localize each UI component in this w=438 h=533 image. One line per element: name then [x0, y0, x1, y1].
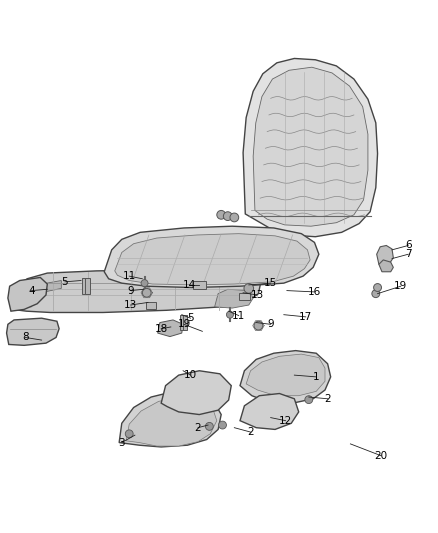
Polygon shape: [24, 280, 61, 307]
Bar: [146, 302, 156, 310]
Circle shape: [125, 430, 133, 438]
Circle shape: [305, 395, 313, 403]
Polygon shape: [253, 67, 368, 226]
Circle shape: [141, 280, 148, 287]
Circle shape: [205, 423, 213, 430]
Circle shape: [254, 321, 263, 330]
Text: 19: 19: [177, 319, 191, 329]
Text: 4: 4: [28, 286, 35, 296]
Text: 18: 18: [155, 324, 168, 334]
Text: 20: 20: [374, 451, 388, 461]
Polygon shape: [243, 59, 378, 237]
Text: 11: 11: [123, 271, 136, 281]
Polygon shape: [119, 391, 221, 447]
Circle shape: [219, 421, 226, 429]
Text: 2: 2: [324, 394, 331, 404]
Text: 19: 19: [394, 281, 407, 291]
Polygon shape: [13, 270, 261, 312]
Text: 3: 3: [118, 438, 125, 448]
Bar: [193, 281, 206, 289]
Circle shape: [226, 311, 233, 318]
Bar: [82, 278, 86, 294]
Text: 9: 9: [267, 319, 274, 329]
Text: 2: 2: [247, 427, 254, 437]
Text: 5: 5: [61, 277, 68, 287]
Polygon shape: [240, 393, 299, 430]
Circle shape: [217, 211, 226, 219]
Bar: [85, 278, 90, 294]
Circle shape: [142, 288, 151, 297]
Polygon shape: [158, 320, 183, 336]
Text: 13: 13: [124, 300, 137, 310]
Circle shape: [230, 213, 239, 222]
Polygon shape: [115, 233, 310, 285]
Circle shape: [374, 284, 381, 292]
Bar: [183, 314, 187, 330]
Polygon shape: [215, 289, 253, 308]
Text: 6: 6: [405, 240, 412, 251]
Polygon shape: [377, 246, 393, 264]
Text: 11: 11: [232, 311, 245, 320]
Text: 5: 5: [187, 313, 194, 323]
Text: 10: 10: [184, 370, 197, 380]
Bar: [180, 314, 184, 330]
Polygon shape: [126, 397, 217, 446]
Text: 7: 7: [405, 249, 412, 259]
Polygon shape: [246, 354, 325, 395]
Text: 8: 8: [22, 333, 29, 343]
Circle shape: [223, 212, 232, 221]
Text: 15: 15: [264, 278, 277, 288]
Text: 16: 16: [308, 287, 321, 297]
Circle shape: [244, 284, 254, 293]
Circle shape: [372, 290, 380, 297]
Text: 9: 9: [127, 286, 134, 296]
Text: 1: 1: [313, 372, 320, 382]
Polygon shape: [161, 371, 231, 415]
Bar: [239, 293, 250, 300]
Polygon shape: [379, 260, 393, 272]
Text: 12: 12: [279, 416, 292, 426]
Polygon shape: [7, 318, 59, 345]
Polygon shape: [104, 226, 319, 287]
Text: 14: 14: [183, 280, 196, 290]
Polygon shape: [240, 351, 331, 403]
Text: 17: 17: [299, 312, 312, 322]
Text: 13: 13: [251, 290, 264, 300]
Text: 2: 2: [194, 423, 201, 433]
Polygon shape: [8, 278, 47, 311]
